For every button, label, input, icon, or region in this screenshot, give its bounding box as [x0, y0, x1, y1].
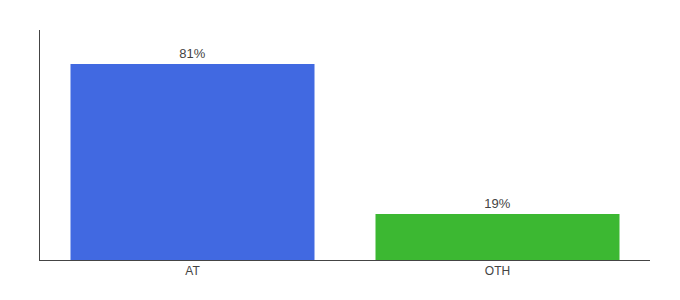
svg-text:81%: 81% [179, 46, 205, 61]
svg-text:19%: 19% [484, 196, 510, 211]
svg-text:OTH: OTH [485, 264, 510, 278]
svg-text:AT: AT [185, 264, 200, 278]
